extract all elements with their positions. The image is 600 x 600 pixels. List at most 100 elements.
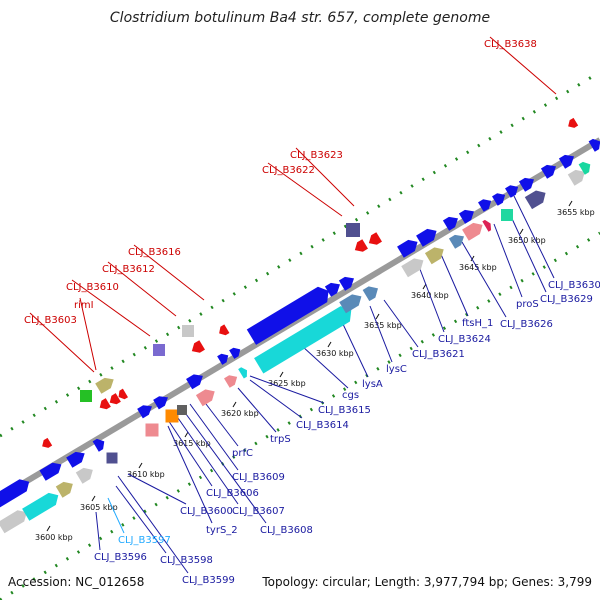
- gene-feature-shape: [339, 294, 362, 314]
- forward-gene: [397, 239, 418, 258]
- reverse-gene-label: CLJ_B3622: [262, 165, 315, 176]
- forward-gene-label: CLJ_B3624: [438, 334, 491, 345]
- forward-gene-shape: [66, 451, 85, 468]
- reverse-gene-leader-line: [133, 244, 205, 301]
- forward-gene: [458, 209, 475, 224]
- forward-gene: [137, 405, 153, 419]
- gene-feature-shape: [424, 247, 444, 265]
- gene-feature-shape: [238, 367, 248, 379]
- forward-gene-leader-line: [249, 375, 325, 404]
- kbp-tick-label: 3605 kbp: [80, 503, 118, 512]
- reverse-gene: [568, 117, 579, 128]
- forward-gene-label: ftsH_1: [462, 318, 493, 329]
- forward-gene-leader-line: [461, 241, 507, 318]
- forward-gene-shape: [229, 347, 241, 359]
- reverse-gene-shape: [42, 437, 53, 448]
- forward-gene: [505, 185, 519, 198]
- reverse-gene-shape: [368, 232, 382, 245]
- gene-feature: [362, 286, 379, 302]
- reverse-gene: [109, 393, 121, 405]
- gene-feature: [177, 405, 187, 415]
- forward-gene: [518, 177, 535, 192]
- kbp-tick-label: 3620 kbp: [221, 409, 259, 418]
- reverse-gene-leader-line: [71, 279, 151, 337]
- forward-gene: [66, 451, 85, 468]
- forward-gene: [558, 154, 575, 169]
- gene-feature: [75, 467, 93, 484]
- forward-gene-shape: [540, 164, 557, 179]
- forward-gene-shape: [518, 177, 535, 192]
- forward-gene-shape: [478, 199, 492, 212]
- forward-gene-label: CLJ_B3614: [296, 420, 349, 431]
- forward-gene-shape: [137, 405, 153, 419]
- forward-gene-label: CLJ_B3615: [318, 405, 371, 416]
- gene-feature: [524, 190, 546, 210]
- gene-feature: [145, 423, 159, 437]
- kbp-tick-mark: [327, 341, 332, 348]
- kbp-tick-mark: [470, 255, 475, 262]
- gene-feature-shape: [567, 169, 585, 186]
- gene-feature: [254, 306, 352, 374]
- forward-gene: [217, 353, 229, 365]
- forward-gene-label: CLJ_B3600: [180, 506, 233, 517]
- reverse-gene-shape: [109, 393, 121, 405]
- gene-feature-shape: [224, 375, 238, 388]
- kbp-tick-mark: [232, 401, 237, 408]
- gene-feature: [462, 222, 483, 241]
- gene-feature: [95, 377, 114, 394]
- forward-gene-shape: [558, 154, 575, 169]
- gene-feature: [195, 389, 215, 407]
- forward-gene-label: CLJ_B3606: [206, 488, 259, 499]
- reverse-gene-leader-line: [489, 36, 557, 95]
- forward-gene-leader-line: [237, 387, 277, 433]
- forward-gene-shape: [492, 193, 506, 206]
- gene-feature: [153, 344, 165, 356]
- forward-gene-leader-line: [177, 417, 239, 505]
- forward-gene-shape: [442, 216, 459, 231]
- kbp-tick-label: 3630 kbp: [316, 349, 354, 358]
- kbp-tick-mark: [375, 313, 380, 320]
- reverse-gene: [219, 324, 230, 336]
- forward-gene-leader-line: [167, 419, 213, 487]
- gene-feature: [182, 325, 194, 337]
- gene-feature: [578, 161, 591, 175]
- gene-feature: [448, 234, 465, 249]
- gene-feature: [106, 452, 118, 464]
- gene-feature-shape: [448, 234, 465, 249]
- forward-gene-leader-line: [95, 511, 101, 551]
- forward-gene: [478, 199, 492, 212]
- rrna-gene: [22, 492, 59, 521]
- gene-feature-shape: [55, 481, 73, 498]
- forward-gene-label: proS: [516, 299, 539, 310]
- genome-summary-text: Topology: circular; Length: 3,977,794 bp…: [261, 575, 592, 589]
- pseudo-gene: [0, 510, 27, 534]
- kbp-tick-mark: [91, 495, 96, 502]
- kbp-tick-label: 3600 kbp: [35, 533, 73, 542]
- forward-gene-label: CLJ_B3629: [540, 294, 593, 305]
- rrna-gene-shape: [22, 492, 59, 521]
- forward-gene-shape: [588, 138, 600, 152]
- gene-features: [0, 117, 600, 534]
- gene-feature-shape: [195, 389, 215, 407]
- forward-gene-leader-line: [439, 251, 469, 317]
- forward-gene-shape: [217, 353, 229, 365]
- gene-feature: [424, 247, 444, 265]
- forward-gene-label: CLJ_B3609: [232, 472, 285, 483]
- forward-gene-shape: [324, 282, 341, 297]
- reverse-gene: [99, 398, 111, 410]
- reverse-gene-leader-line: [79, 297, 97, 371]
- gene-feature: [165, 409, 179, 423]
- reverse-gene: [354, 239, 368, 252]
- forward-gene-label: CLJ_B3607: [232, 506, 285, 517]
- forward-gene-shape: [92, 438, 105, 452]
- forward-gene: [186, 374, 203, 390]
- reverse-gene-leader-line: [107, 261, 177, 317]
- forward-gene-shape: [338, 276, 355, 291]
- forward-gene-shape: [416, 228, 437, 247]
- reverse-gene-label: CLJ_B3610: [66, 282, 119, 293]
- forward-gene-label: CLJ_B3626: [500, 319, 553, 330]
- kbp-tick-mark: [138, 462, 143, 469]
- reverse-gene-label: CLJ_B3603: [24, 315, 77, 326]
- reverse-gene-label: CLJ_B3616: [128, 247, 181, 258]
